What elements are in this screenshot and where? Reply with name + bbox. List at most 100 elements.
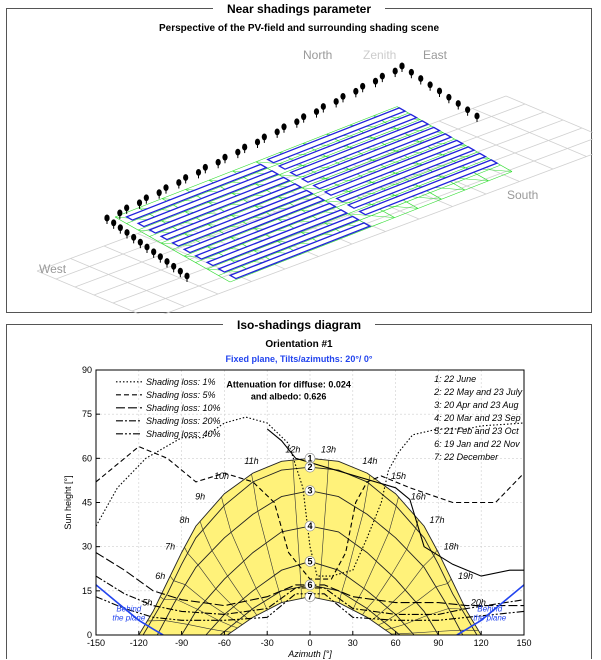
tree-crown: [137, 238, 143, 246]
sun-area: [138, 458, 482, 635]
frame-line: [137, 119, 421, 231]
legend-label: Shading loss: 10%: [146, 403, 221, 413]
compass-zenith: Zenith: [363, 48, 396, 62]
sun-path-marker: [304, 556, 316, 567]
legend-label: Shading loss: 5%: [146, 390, 216, 400]
frame-line: [126, 112, 409, 224]
tree-crown: [117, 224, 123, 232]
iso-curve: [266, 428, 524, 577]
tree-crown: [360, 82, 366, 90]
tree-line: [104, 62, 480, 282]
plot-area: [96, 370, 524, 635]
tree-crown: [195, 169, 202, 176]
iso-shading-chart: -150 -120 -90 -60 -30 0 30 60 90 120 1500153045607…: [63, 365, 532, 659]
tree-crown: [215, 158, 221, 166]
hour-label: 5h: [142, 598, 152, 608]
pv-rows: [125, 107, 499, 280]
sun-path-marker: [304, 591, 316, 603]
behind-plane-right: the plane: [473, 613, 506, 622]
date-legend-item: 2: 22 May and 23 July: [433, 387, 523, 397]
support-frame: [114, 106, 513, 283]
iso-curve: [96, 552, 524, 607]
frame-line: [183, 145, 467, 257]
pv-row: [346, 152, 488, 209]
sun-path-number: 5: [307, 556, 312, 566]
x-tick-label: -30: [261, 638, 274, 648]
tree-crown: [427, 81, 433, 89]
pv-row: [148, 176, 291, 234]
x-axis-label: Azimuth [°]: [287, 649, 332, 659]
hour-label: 18h: [444, 542, 459, 552]
tree-crown: [320, 103, 326, 110]
y-tick-label: 30: [82, 542, 92, 552]
frame-line: [149, 125, 432, 237]
tree-crown: [184, 272, 190, 280]
hour-label: 17h: [429, 515, 444, 525]
grid-line: [103, 245, 219, 295]
sun-path-number: 1: [307, 453, 312, 463]
hour-label: 20h: [470, 598, 486, 608]
tree-crown: [222, 153, 228, 161]
x-tick-label: -90: [175, 638, 188, 648]
grid-line: [505, 95, 593, 134]
tree-crown: [392, 67, 398, 75]
x-tick-label: 30: [348, 638, 358, 648]
tree-crown: [151, 248, 157, 256]
hour-line: [199, 521, 258, 616]
pv-row: [300, 126, 442, 183]
sun-path-number: 6: [307, 580, 312, 590]
near-shadings-title: Near shadings parameter: [212, 2, 386, 16]
hour-label: 16h: [411, 492, 426, 502]
tree-crown: [144, 243, 150, 251]
tree-crown: [202, 163, 208, 171]
tree-crown: [408, 68, 414, 76]
pv-row: [217, 215, 360, 273]
pv-row: [159, 183, 303, 241]
hour-label: 13h: [321, 444, 336, 454]
near-shadings-panel: Near shadings parameter Perspective of t…: [6, 2, 593, 314]
attenuation-diffuse: Attenuation for diffuse: 0.024: [226, 380, 351, 390]
tree-crown: [333, 98, 339, 105]
y-tick-label: 0: [87, 630, 92, 640]
x-tick-label: 90: [433, 638, 443, 648]
tree-crown: [353, 87, 359, 95]
hour-line: [221, 496, 268, 611]
tree-crown: [313, 108, 320, 115]
hour-label: 19h: [458, 571, 473, 581]
tree-crown: [281, 123, 287, 131]
tree-crown: [242, 143, 248, 151]
pv-row: [277, 113, 419, 170]
sun-path-marker: [304, 579, 316, 591]
hour-line: [385, 608, 466, 631]
tree-crown: [235, 148, 241, 156]
tree-crown: [124, 204, 130, 212]
hour-line: [169, 575, 243, 625]
legend-label: Shading loss: 1%: [146, 377, 216, 387]
y-tick-label: 60: [82, 453, 92, 463]
frame-line: [114, 106, 398, 218]
plane-label: Fixed plane, Tilts/azimuths: 20°/ 0°: [225, 354, 373, 364]
tree-crown: [177, 267, 183, 275]
behind-plane-left: the plane: [112, 613, 145, 622]
sun-path-number: 2: [307, 462, 312, 472]
date-legend-item: 7: 22 December: [434, 452, 499, 462]
iso-curve: [96, 575, 524, 615]
grid-line: [472, 108, 587, 157]
tree-crown: [111, 219, 117, 227]
pv-row: [205, 209, 349, 267]
legend-label: Shading loss: 20%: [146, 416, 221, 426]
tree-crown: [131, 233, 137, 241]
tree-crown: [340, 93, 346, 100]
y-tick-label: 15: [82, 586, 92, 596]
date-legend-item: 6: 19 Jan and 22 Nov: [434, 439, 520, 449]
sun-path-number: 7: [307, 592, 312, 602]
pv-row: [266, 107, 407, 164]
x-tick-label: 150: [516, 638, 531, 648]
pv-row: [136, 170, 280, 228]
sun-path-marker: [304, 520, 316, 532]
attenuation-albedo: and albedo: 0.626: [251, 391, 327, 401]
sun-path-marker: [304, 461, 316, 473]
plane-curve-right: [456, 584, 524, 635]
date-legend-item: 4: 20 Mar and 23 Sep: [434, 413, 521, 423]
compass-east: East: [423, 48, 448, 62]
